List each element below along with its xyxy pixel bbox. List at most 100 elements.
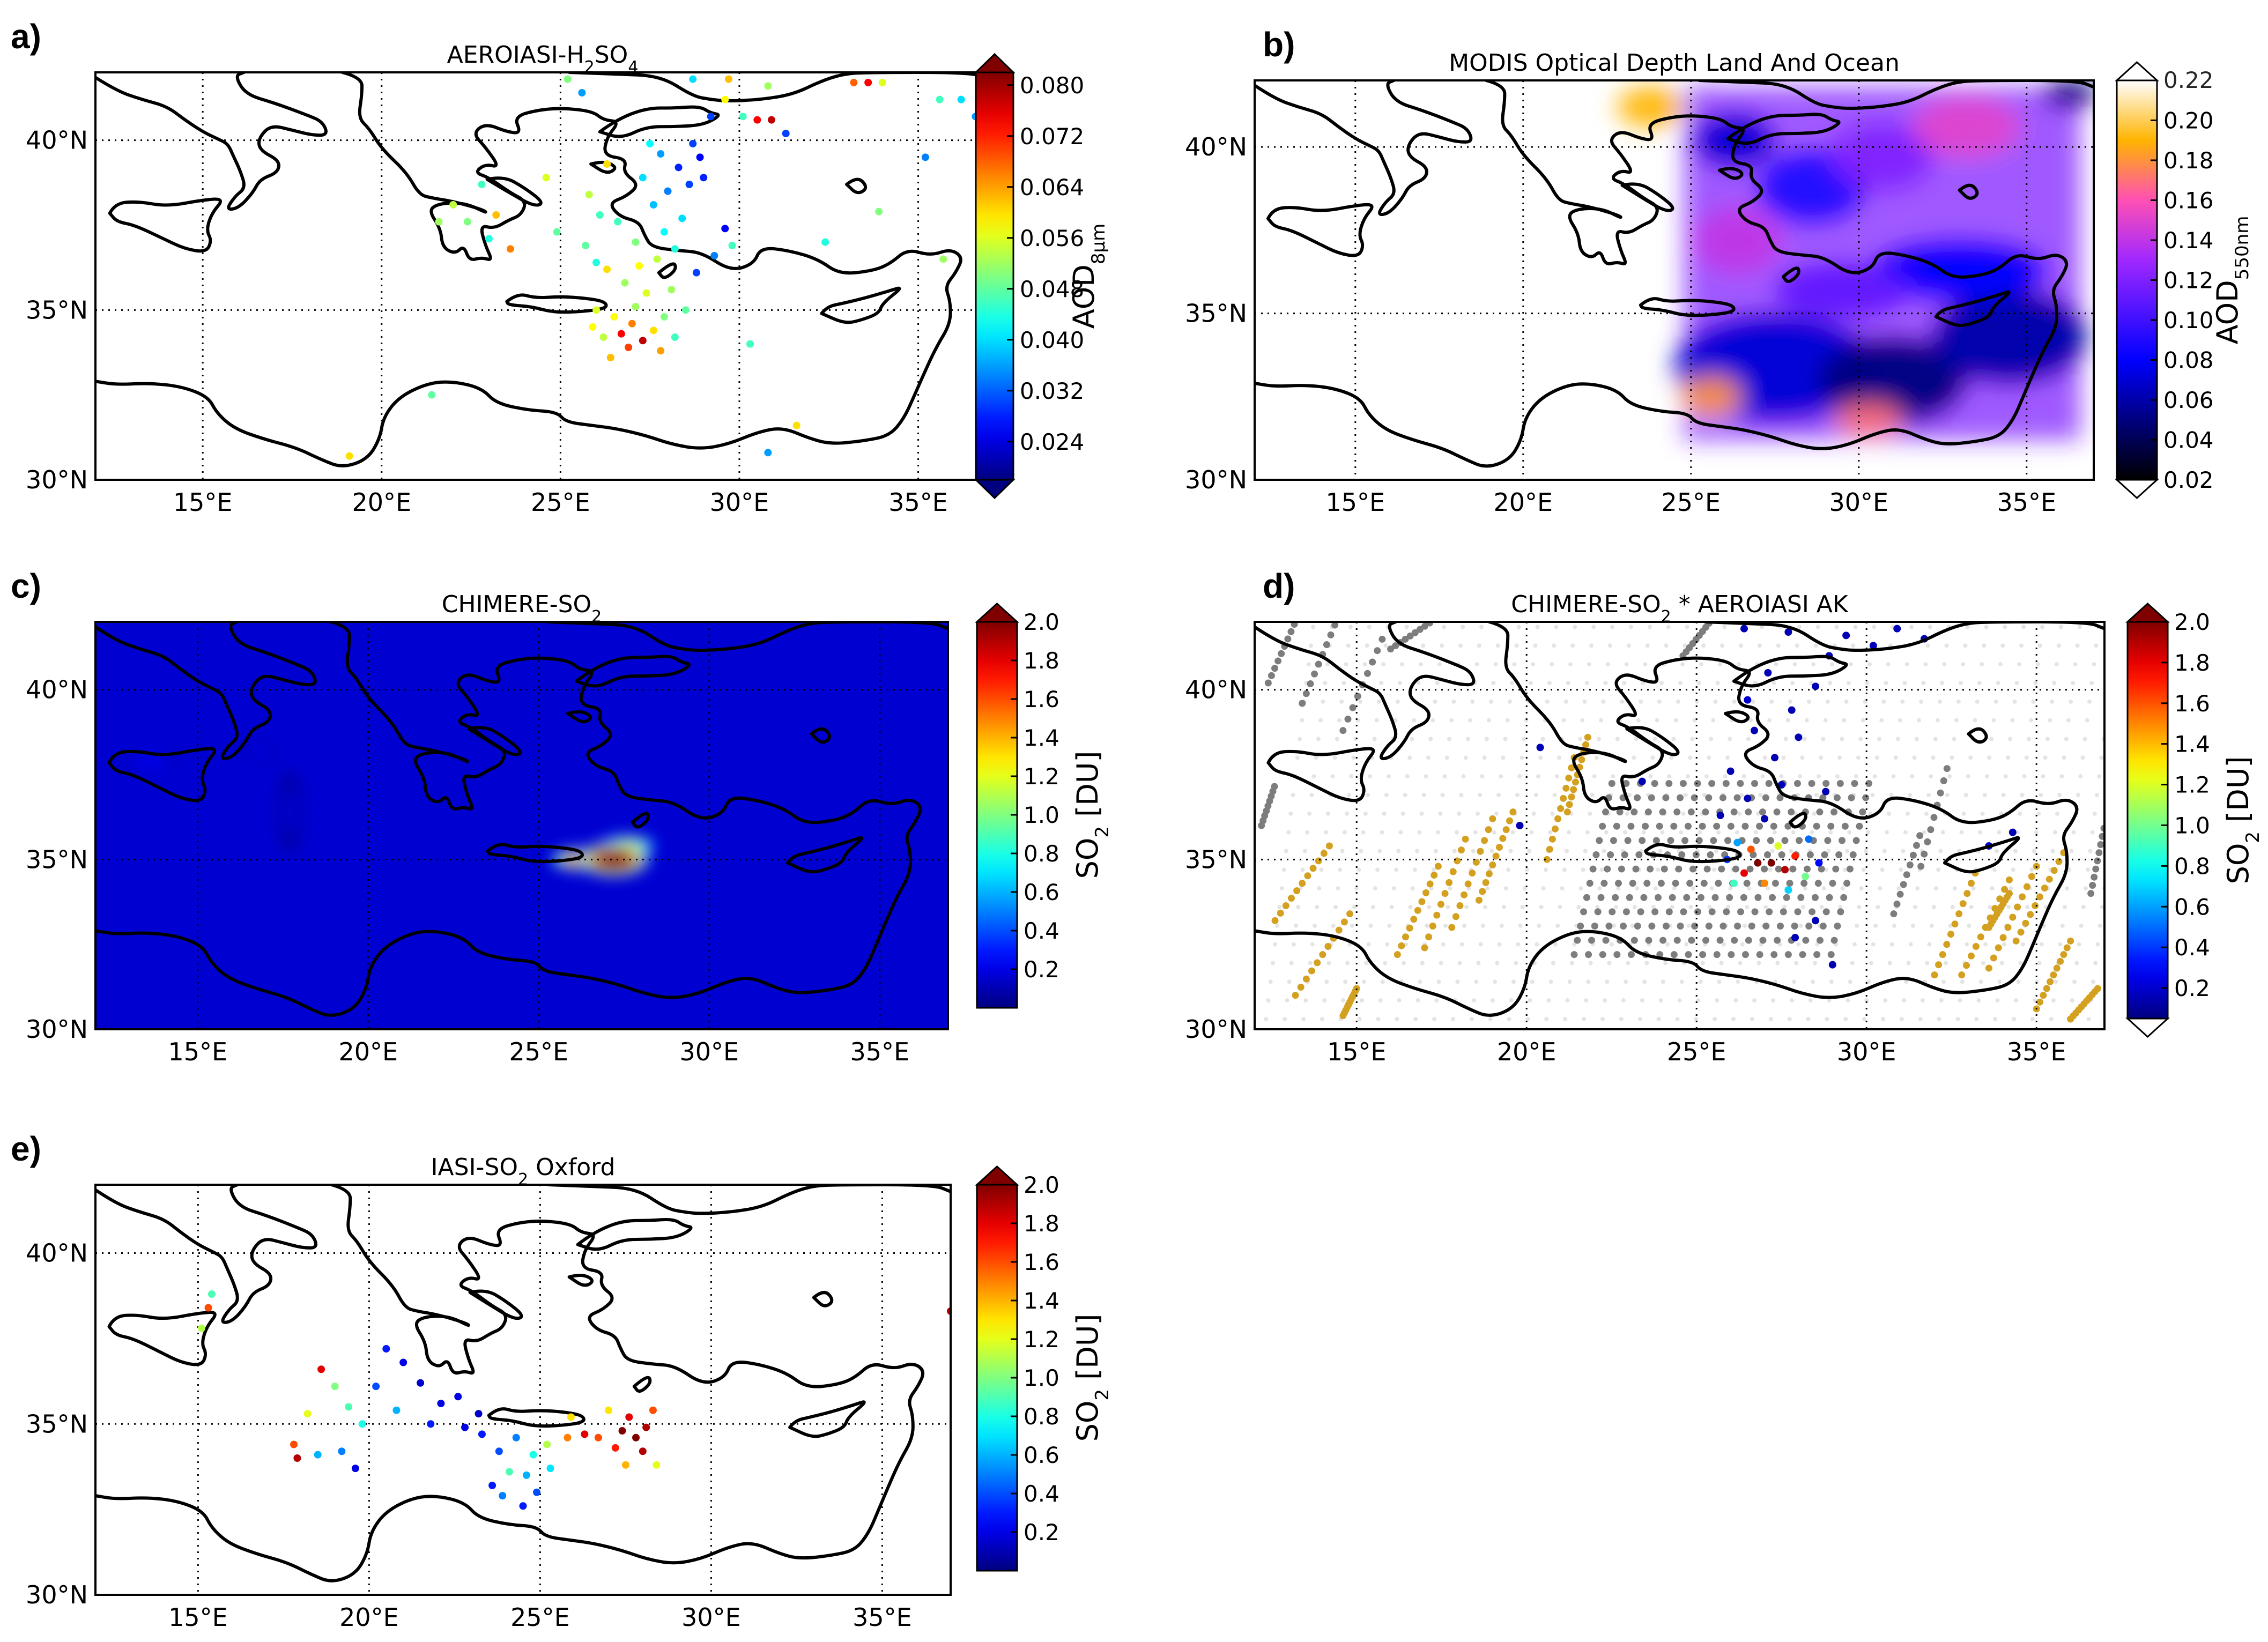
- ak-dot-faint: [2109, 830, 2113, 835]
- ak-dot-orange: [1557, 805, 1565, 812]
- colorbar-extend-top: [2115, 61, 2159, 81]
- ak-dot-gray: [1591, 922, 1598, 930]
- ak-dot-orange: [1551, 825, 1559, 833]
- ak-dot-faint: [1572, 942, 1576, 947]
- ak-dot-faint: [1412, 718, 1417, 723]
- ak-dot-faint: [2033, 681, 2038, 685]
- ak-dot-faint: [1827, 998, 1832, 1003]
- ak-dot-gray: [1900, 881, 1907, 888]
- ak-dot-faint: [2116, 774, 2120, 778]
- ak-dot-orange: [1485, 826, 1492, 834]
- ak-dot-gray: [1816, 808, 1824, 816]
- ak-dot-faint: [1996, 681, 2000, 685]
- ak-dot-gray: [1865, 779, 1873, 787]
- ak-dot-faint: [1611, 923, 1616, 928]
- colorbar-tick-label: 0.048: [1020, 276, 1084, 302]
- ak-dot-gray: [1906, 861, 1914, 868]
- ak-dot-faint: [2065, 886, 2070, 891]
- ak-dot-faint: [1854, 774, 1858, 779]
- ak-dot: [1761, 879, 1768, 887]
- ak-dot-gray: [1662, 922, 1670, 930]
- y-tick-label: 30°N: [26, 1015, 88, 1044]
- ak-dot-faint: [1547, 681, 1552, 685]
- panel-c: 15°E 20°E 25°E 30°E 35°E30°N35°N40°Nc) CHIMER…: [11, 567, 1113, 1066]
- ak-dot-faint: [1717, 662, 1722, 667]
- ak-dot-faint: [1844, 699, 1849, 704]
- ak-dot-faint: [2029, 718, 2034, 723]
- title-subscript: 4: [628, 58, 638, 77]
- colorbar-tick-label: 0.10: [2163, 307, 2214, 333]
- x-tick-label: 20°E: [338, 1037, 398, 1066]
- data-point: [207, 1290, 216, 1298]
- ak-dot-faint: [1517, 774, 1522, 779]
- colorbar-tick-label: 0.14: [2163, 227, 2214, 254]
- ak-dot-faint: [1829, 979, 1834, 984]
- ak-dot-faint: [1560, 886, 1565, 891]
- ak-dot-faint: [2092, 811, 2097, 816]
- ak-dot-orange: [1492, 852, 1500, 860]
- ak-dot-faint: [1918, 1017, 1923, 1021]
- ak-dot-faint: [1637, 1017, 1642, 1021]
- ak-dot-faint: [1933, 737, 1938, 741]
- ak-dot-faint: [1516, 625, 1521, 629]
- coastline-italyMain: [95, 622, 317, 761]
- ak-dot-gray: [2095, 849, 2103, 857]
- ak-dot-faint: [1746, 737, 1751, 741]
- ak-dot-faint: [1803, 886, 1807, 891]
- ak-dot-faint: [1600, 1017, 1605, 1021]
- ak-dot-faint: [1391, 886, 1396, 891]
- ak-dot-faint: [1861, 718, 1865, 723]
- x-tick-label: 25°E: [509, 1037, 568, 1066]
- ak-dot-faint: [2029, 867, 2034, 872]
- ak-dot-faint: [1344, 662, 1348, 667]
- data-point: [478, 1430, 486, 1438]
- data-point: [660, 313, 668, 321]
- data-point: [632, 303, 640, 310]
- ak-dot-faint: [1383, 643, 1388, 648]
- ak-dot-gray: [1274, 657, 1282, 665]
- ak-dot-faint: [1372, 737, 1377, 741]
- ak-dot-faint: [1915, 886, 1920, 891]
- ak-dot-faint: [2100, 905, 2104, 909]
- ak-dot-faint: [2001, 793, 2006, 797]
- ak-dot-faint: [1368, 774, 1373, 779]
- ak-dot-faint: [2034, 830, 2039, 835]
- ak-dot-faint: [1893, 755, 1898, 760]
- ak-dot-gray: [1670, 822, 1678, 830]
- ak-dot-faint: [1266, 998, 1271, 1003]
- ak-dot-faint: [1448, 886, 1452, 891]
- data-point: [710, 252, 718, 259]
- ak-dot-faint: [2003, 625, 2007, 629]
- ak-dot-faint: [1995, 998, 2000, 1003]
- ak-dot-gray: [1745, 937, 1752, 944]
- ak-dot-faint: [1341, 681, 1346, 685]
- x-tick-label: 15°E: [168, 1603, 228, 1632]
- ak-dot-faint: [2051, 998, 2056, 1003]
- colorbar-tick-label: 1.0: [2174, 812, 2210, 838]
- ak-dot-faint: [1405, 774, 1410, 779]
- ak-dot-orange: [1958, 971, 1966, 979]
- ak-dot-gray: [1647, 865, 1654, 873]
- ak-dot-faint: [1938, 849, 1943, 853]
- data-point: [475, 1410, 483, 1418]
- ak-dot-orange: [1454, 857, 1461, 865]
- coastline-crete: [487, 1407, 585, 1428]
- ak-dot-gray: [1890, 910, 1898, 918]
- ak-dot-faint: [1683, 643, 1687, 648]
- coastline-lake: [1967, 727, 1988, 744]
- x-tick-label: 35°E: [888, 488, 948, 517]
- ak-dot-faint: [1361, 830, 1366, 835]
- ak-dot-faint: [1686, 923, 1691, 928]
- ak-dot-faint: [1375, 867, 1380, 872]
- ak-dot-faint: [1614, 905, 1619, 909]
- ak-dot: [1795, 733, 1803, 741]
- ak-dot-gray: [1643, 880, 1651, 887]
- ak-dot-faint: [2024, 755, 2029, 760]
- ak-dot-faint: [1584, 681, 1589, 685]
- data-point: [543, 1440, 551, 1448]
- ak-dot-orange: [1449, 868, 1457, 875]
- ak-dot-faint: [1401, 961, 1406, 965]
- coastline-marmara: [598, 105, 720, 138]
- ak-dot-faint: [1670, 905, 1674, 909]
- ak-dot-faint: [1394, 867, 1398, 872]
